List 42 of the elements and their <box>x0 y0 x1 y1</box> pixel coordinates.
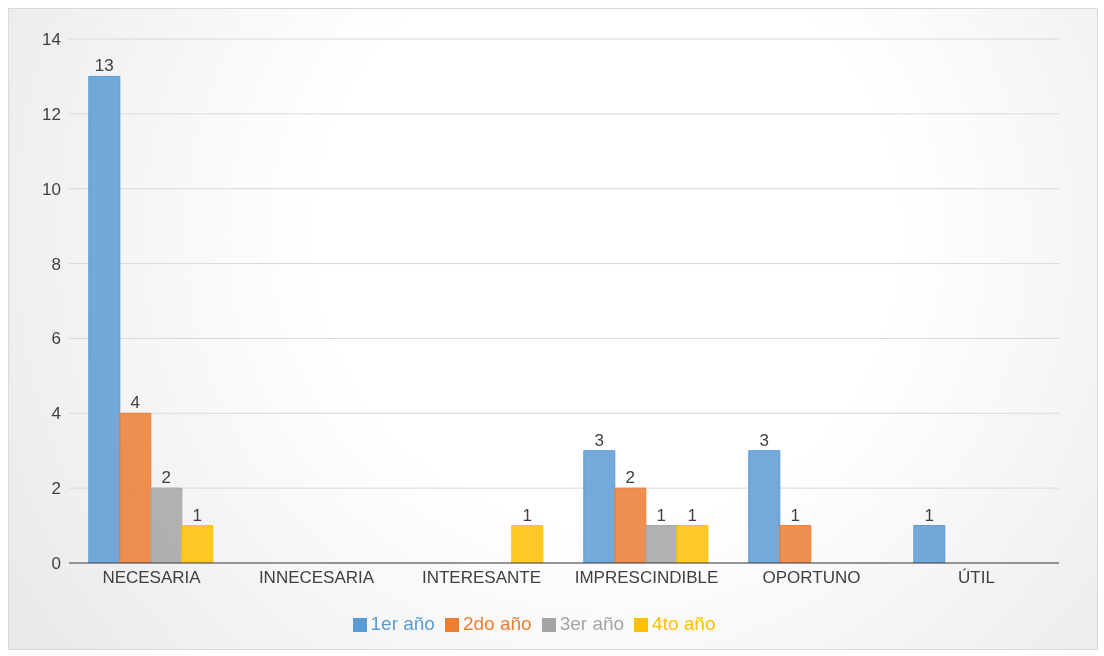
data-label: 3 <box>594 430 605 450</box>
bar <box>511 525 544 563</box>
legend-label: 3er año <box>559 613 625 634</box>
bar <box>150 487 183 563</box>
bar <box>88 75 121 563</box>
x-tick-label: INTERESANTE <box>421 568 542 588</box>
data-label: 2 <box>161 468 172 488</box>
y-tick-label: 12 <box>42 104 61 124</box>
y-tick-label: 2 <box>51 479 61 499</box>
y-tick-label: 4 <box>51 404 61 424</box>
legend-label: 4to año <box>652 613 716 634</box>
y-tick-label: 8 <box>51 254 61 274</box>
data-label: 1 <box>924 505 935 525</box>
bar <box>614 487 647 563</box>
data-label: 1 <box>790 505 801 525</box>
legend-label: 1er año <box>370 613 435 634</box>
y-tick-label: 6 <box>51 329 61 349</box>
y-tick-label: 14 <box>42 30 61 50</box>
legend-label: 2do año <box>462 613 532 634</box>
data-label: 1 <box>687 505 698 525</box>
bar <box>748 450 781 563</box>
x-tick-label: NECESARIA <box>102 568 202 588</box>
y-tick-label: 10 <box>42 179 61 199</box>
data-label: 3 <box>759 430 770 450</box>
x-tick-label: ÚTIL <box>958 568 995 588</box>
x-tick-label: OPORTUNO <box>762 568 861 588</box>
data-label: 2 <box>625 468 636 488</box>
data-label: 4 <box>130 393 141 413</box>
bar <box>119 412 152 563</box>
bar <box>583 450 616 563</box>
data-label: 13 <box>94 56 114 76</box>
bar <box>181 525 214 563</box>
bar <box>645 525 678 563</box>
data-label: 1 <box>522 505 533 525</box>
bar <box>676 525 709 563</box>
x-tick-label: INNECESARIA <box>258 568 375 588</box>
data-label: 1 <box>656 505 667 525</box>
data-label: 1 <box>192 505 203 525</box>
bar <box>779 525 812 563</box>
x-tick-label: IMPRESCINDIBLE <box>574 568 719 588</box>
y-tick-label: 0 <box>51 554 61 574</box>
bar <box>913 525 946 563</box>
